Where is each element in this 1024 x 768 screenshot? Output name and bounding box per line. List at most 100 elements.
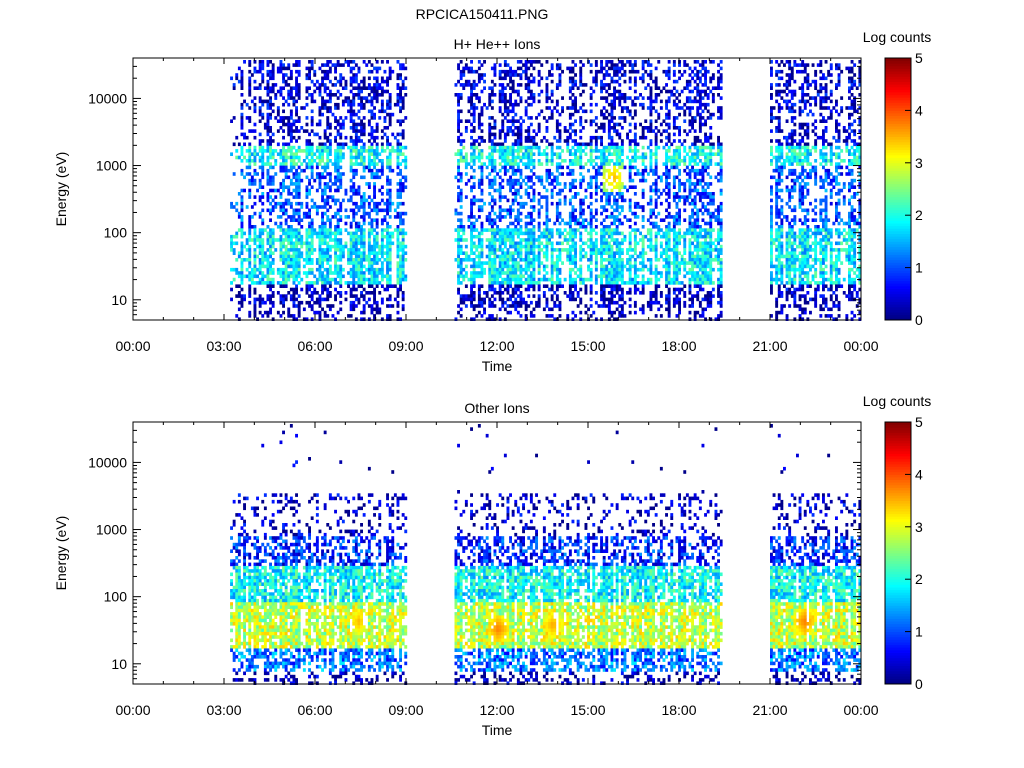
spectrogram-cell <box>568 201 572 206</box>
spectrogram-cell <box>271 102 275 107</box>
spectrogram-cell <box>269 135 272 140</box>
spectrogram-cell <box>380 89 384 94</box>
spectrogram-cell <box>315 162 319 166</box>
spectrogram-cell <box>331 244 335 249</box>
spectrogram-cell <box>237 79 241 84</box>
spectrogram-cell <box>378 159 382 163</box>
spectrogram-cell <box>532 192 536 196</box>
spectrogram-cell <box>232 116 236 120</box>
spectrogram-cell <box>237 211 241 216</box>
spectrogram-cell <box>524 238 528 242</box>
spectrogram-cell <box>367 159 371 163</box>
spectrogram-cell <box>472 244 476 249</box>
spectrogram-cell <box>558 135 562 140</box>
spectrogram-cell <box>248 178 252 183</box>
spectrogram-cell <box>248 83 252 87</box>
spectrogram-cell <box>370 261 374 265</box>
spectrogram-cell <box>386 208 389 213</box>
spectrogram-cell <box>362 76 366 81</box>
spectrogram-cell <box>258 119 262 123</box>
spectrogram-cell <box>297 165 301 170</box>
spectrogram-cell <box>310 175 314 180</box>
spectrogram-cell <box>501 304 505 308</box>
spectrogram-cell <box>592 149 596 153</box>
spectrogram-cell <box>328 188 332 193</box>
spectrogram-cell <box>375 231 379 236</box>
spectrogram-cell <box>396 73 400 77</box>
spectrogram-cell <box>459 172 463 176</box>
spectrogram-cell <box>378 175 382 180</box>
spectrogram-cell <box>470 83 473 87</box>
spectrogram-cell <box>245 116 249 120</box>
spectrogram-cell <box>328 178 332 183</box>
spectrogram-cell <box>566 129 570 133</box>
spectrogram-cell <box>511 102 515 107</box>
spectrogram-cell <box>568 69 572 74</box>
spectrogram-cell <box>399 152 402 156</box>
spectrogram-cell <box>336 79 340 84</box>
spectrogram-cell <box>237 274 241 279</box>
spectrogram-cell <box>310 234 314 239</box>
spectrogram-cell <box>555 139 559 143</box>
spectrogram-cell <box>527 152 531 156</box>
spectrogram-cell <box>230 297 233 302</box>
spectrogram-cell <box>256 281 259 285</box>
spectrogram-cell <box>248 192 252 196</box>
spectrogram-cell <box>568 231 572 236</box>
spectrogram-cell <box>553 175 557 180</box>
spectrogram-cell <box>367 281 371 285</box>
spectrogram-cell <box>328 281 332 285</box>
spectrogram-cell <box>274 248 278 252</box>
spectrogram-cell <box>490 225 494 229</box>
spectrogram-cell <box>537 129 541 133</box>
spectrogram-cell <box>493 168 497 173</box>
spectrogram-cell <box>250 215 254 219</box>
spectrogram-cell <box>519 231 523 236</box>
spectrogram-cell <box>555 218 559 222</box>
spectrogram-cell <box>618 96 622 100</box>
spectrogram-cell <box>574 228 577 232</box>
spectrogram-cell <box>344 297 348 302</box>
spectrogram-cell <box>457 135 460 140</box>
spectrogram-cell <box>383 109 387 114</box>
spectrogram-cell <box>615 291 619 295</box>
spectrogram-cell <box>383 287 387 292</box>
spectrogram-cell <box>493 238 497 242</box>
spectrogram-cell <box>396 192 400 196</box>
spectrogram-cell <box>375 254 379 259</box>
spectrogram-cell <box>383 258 387 262</box>
spectrogram-cell <box>610 172 614 176</box>
spectrogram-cell <box>488 155 492 160</box>
spectrogram-cell <box>555 175 559 180</box>
spectrogram-cell <box>584 277 588 282</box>
spectrogram-cell <box>613 172 616 176</box>
spectrogram-cell <box>279 149 283 153</box>
spectrogram-cell <box>352 188 356 193</box>
spectrogram-cell <box>501 122 505 127</box>
spectrogram-cell <box>328 264 332 269</box>
spectrogram-cell <box>375 155 379 160</box>
spectrogram-cell <box>532 145 536 150</box>
spectrogram-cell <box>287 225 291 229</box>
spectrogram-cell <box>287 261 291 265</box>
spectrogram-cell <box>386 192 389 196</box>
spectrogram-cell <box>295 261 298 265</box>
spectrogram-cell <box>362 145 366 150</box>
spectrogram-cell <box>258 60 262 64</box>
spectrogram-cell <box>258 300 262 305</box>
spectrogram-cell <box>566 172 570 176</box>
spectrogram-cell <box>592 175 596 180</box>
spectrogram-cell <box>561 165 564 170</box>
spectrogram-cell <box>373 317 376 321</box>
spectrogram-cell <box>380 99 384 104</box>
spectrogram-cell <box>321 198 324 203</box>
spectrogram-cell <box>256 274 259 279</box>
spectrogram-cell <box>605 277 609 282</box>
spectrogram-cell <box>292 96 296 100</box>
spectrogram-cell <box>584 188 588 193</box>
spectrogram-cell <box>295 83 298 87</box>
spectrogram-cell <box>266 241 270 246</box>
spectrogram-cell <box>310 251 314 255</box>
spectrogram-cell <box>581 109 585 114</box>
spectrogram-cell <box>607 145 611 150</box>
